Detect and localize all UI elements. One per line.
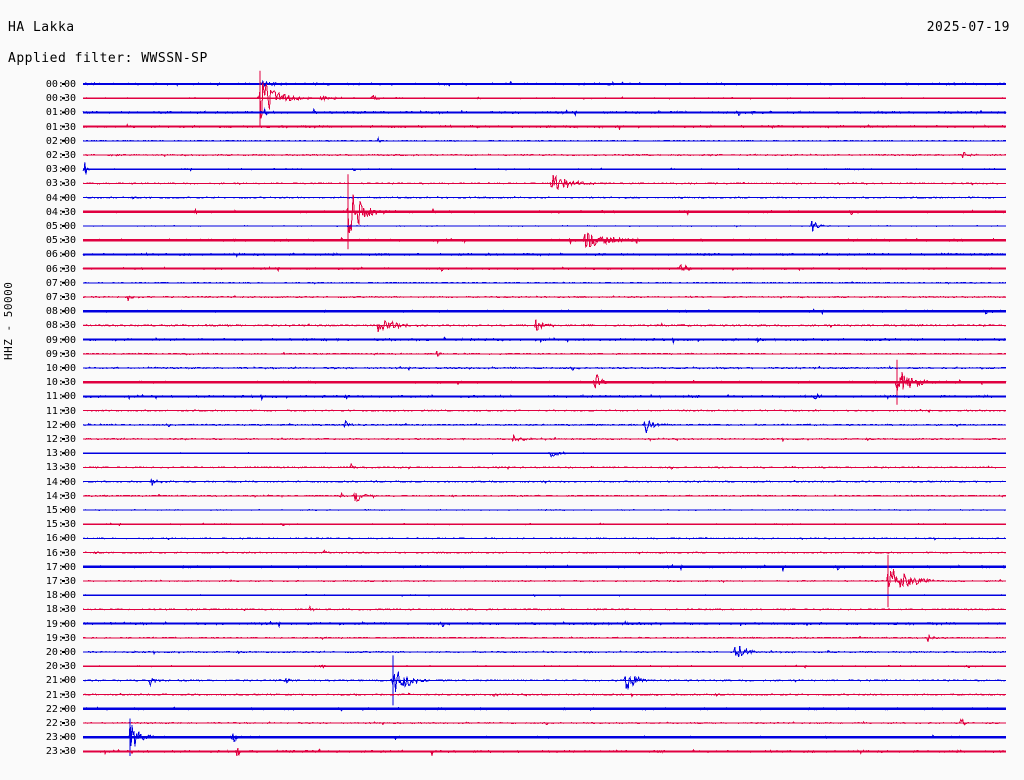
row-time-label: 00:00 <box>45 79 76 90</box>
row-time-label: 03:30 <box>45 178 76 190</box>
trace-row <box>83 718 1006 726</box>
row-time-label: 02:30 <box>45 150 76 161</box>
row-time-label: 23:30 <box>45 746 76 758</box>
row-time-label: 21:00 <box>45 675 76 687</box>
row-time-label: 12:30 <box>45 434 76 445</box>
row-time-label: 12:00 <box>45 419 76 431</box>
row-time-label: 08:30 <box>45 320 76 332</box>
trace-row <box>82 462 1006 470</box>
row-time-label: 23:00 <box>45 732 76 744</box>
row-time-label: 01:00 <box>45 107 76 119</box>
trace-row <box>82 477 1007 486</box>
trace-row <box>82 174 1007 190</box>
row-time-label: 18:00 <box>45 590 76 602</box>
row-time-label: 15:30 <box>45 519 76 531</box>
row-time-label: 09:00 <box>45 334 76 346</box>
row-time-label: 04:30 <box>45 206 76 218</box>
row-time-label: 15:00 <box>45 505 76 516</box>
row-time-label: 05:30 <box>45 235 76 247</box>
row-time-label: 10:00 <box>45 363 76 374</box>
row-time-label: 19:30 <box>45 632 76 644</box>
row-time-label: 03:00 <box>45 164 76 176</box>
row-time-label: 22:00 <box>45 703 76 715</box>
row-time-label: 07:00 <box>45 277 76 289</box>
row-time-label: 09:30 <box>45 348 76 360</box>
row-time-label: 14:00 <box>45 476 76 488</box>
trace-row <box>82 569 1007 588</box>
trace-row <box>82 420 1007 434</box>
row-time-label: 13:30 <box>45 462 76 474</box>
row-time-label: 13:00 <box>45 448 76 460</box>
row-time-label: 22:30 <box>45 718 76 729</box>
trace-row <box>82 372 1007 392</box>
row-time-label: 21:30 <box>45 689 76 701</box>
trace-row <box>82 136 1007 143</box>
row-time-label: 08:00 <box>45 306 76 318</box>
row-time-label: 04:00 <box>45 192 76 204</box>
trace-row <box>83 433 1007 443</box>
row-time-label: 10:30 <box>45 377 76 389</box>
trace-row <box>82 194 1007 234</box>
record-date: 2025-07-19 <box>926 20 1010 35</box>
trace-row <box>82 633 1007 642</box>
trace-row <box>82 723 1007 747</box>
row-time-label: 18:30 <box>45 604 76 616</box>
row-time-label: 16:30 <box>45 547 76 559</box>
row-time-label: 17:00 <box>45 561 76 573</box>
row-time-label: 06:30 <box>45 263 76 275</box>
row-time-label: 02:00 <box>45 135 76 147</box>
row-time-label: 20:30 <box>45 661 76 673</box>
row-time-label: 07:30 <box>45 292 76 303</box>
row-time-label: 20:00 <box>45 647 76 658</box>
row-time-label: 16:00 <box>45 533 76 545</box>
row-time-label: 11:00 <box>45 391 76 403</box>
row-time-label: 14:30 <box>45 490 76 502</box>
applied-filter-label: Applied filter: WWSSN-SP <box>8 51 208 66</box>
trace-row <box>82 491 1007 502</box>
row-time-label: 00:30 <box>45 93 76 105</box>
row-time-label: 19:00 <box>45 618 76 630</box>
trace-row <box>82 162 1007 175</box>
page-title: HA Lakka <box>8 20 75 35</box>
row-time-label: 11:30 <box>45 405 76 417</box>
row-time-label: 06:00 <box>45 249 76 261</box>
row-time-label: 05:00 <box>45 221 76 232</box>
row-time-label: 01:30 <box>45 121 76 133</box>
trace-row <box>82 671 1007 692</box>
row-time-label: 17:30 <box>45 576 76 587</box>
